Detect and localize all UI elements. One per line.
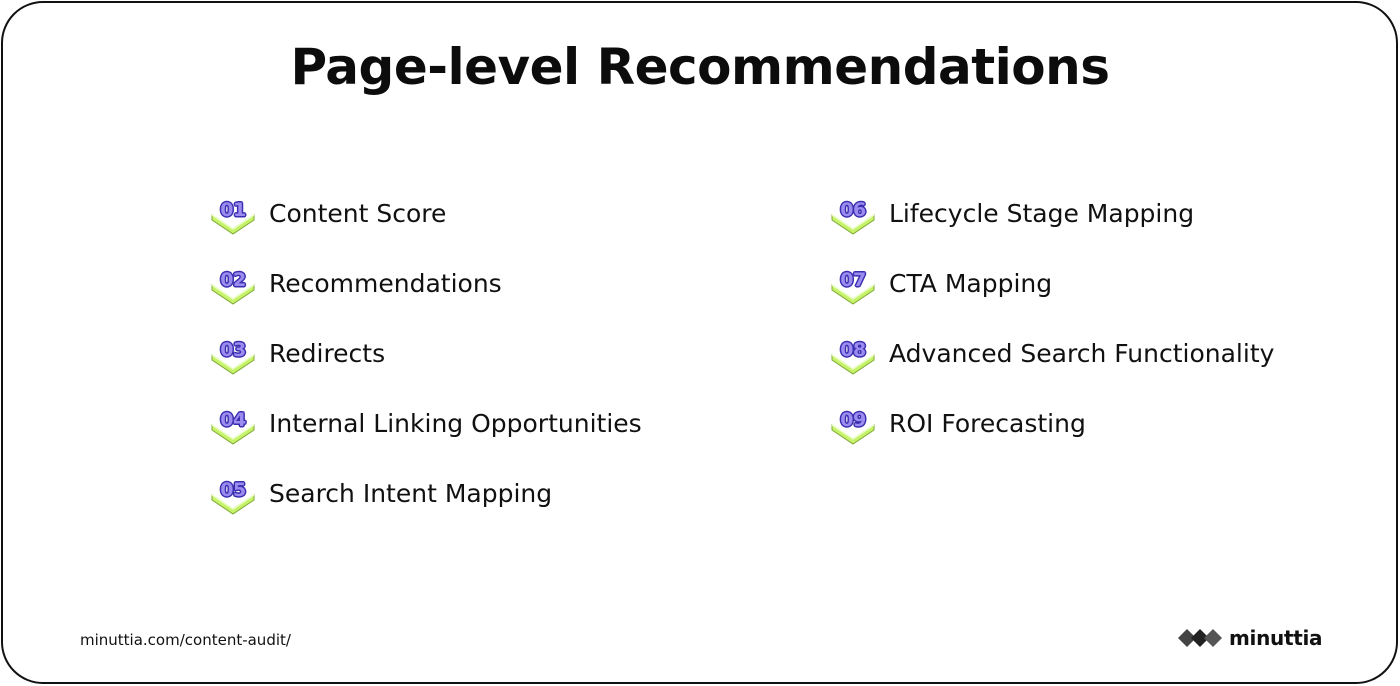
- minuttia-diamonds-icon: [1178, 629, 1222, 647]
- chevron-badge-icon: [831, 424, 875, 445]
- number-badge: 07: [830, 266, 876, 306]
- list-item: 05 Search Intent Mapping: [210, 476, 642, 546]
- brand-logo: minuttia: [1177, 626, 1323, 650]
- chevron-badge-icon: [831, 214, 875, 235]
- number-badge: 06: [830, 196, 876, 236]
- list-item: 03 Redirects: [210, 336, 642, 406]
- item-label: Advanced Search Functionality: [889, 339, 1275, 368]
- number-badge: 01: [210, 196, 256, 236]
- number-badge: 04: [210, 406, 256, 446]
- list-item: 08 Advanced Search Functionality: [830, 336, 1274, 406]
- recommendations-list-right: 06 Lifecycle Stage Mapping 07 CTA Mappin…: [830, 196, 1274, 476]
- list-item: 02 Recommendations: [210, 266, 642, 336]
- number-badge: 05: [210, 476, 256, 516]
- list-item: 01 Content Score: [210, 196, 642, 266]
- chevron-badge-icon: [831, 354, 875, 375]
- footer-url[interactable]: minuttia.com/content-audit/: [80, 631, 291, 649]
- item-label: ROI Forecasting: [889, 409, 1086, 438]
- item-label: Lifecycle Stage Mapping: [889, 199, 1195, 228]
- item-number: 06: [840, 199, 866, 221]
- item-number: 01: [220, 199, 246, 221]
- chevron-badge-icon: [831, 284, 875, 305]
- number-badge: 09: [830, 406, 876, 446]
- chevron-badge-icon: [211, 354, 255, 375]
- item-label: Redirects: [269, 339, 386, 368]
- chevron-badge-icon: [211, 284, 255, 305]
- item-number: 03: [220, 339, 246, 361]
- item-label: Recommendations: [269, 269, 502, 298]
- brand-name: minuttia: [1229, 626, 1323, 650]
- item-number: 07: [840, 269, 866, 291]
- number-badge: 08: [830, 336, 876, 376]
- item-label: Search Intent Mapping: [269, 479, 553, 508]
- item-label: Content Score: [269, 199, 447, 228]
- list-item: 07 CTA Mapping: [830, 266, 1274, 336]
- item-number: 05: [220, 479, 246, 501]
- item-number: 09: [840, 409, 866, 431]
- item-label: CTA Mapping: [889, 269, 1053, 298]
- list-item: 09 ROI Forecasting: [830, 406, 1274, 476]
- chevron-badge-icon: [211, 424, 255, 445]
- item-number: 08: [840, 339, 866, 361]
- number-badge: 02: [210, 266, 256, 306]
- item-number: 04: [220, 409, 246, 431]
- page-title: Page-level Recommendations: [290, 38, 1110, 96]
- list-item: 06 Lifecycle Stage Mapping: [830, 196, 1274, 266]
- chevron-badge-icon: [211, 494, 255, 515]
- item-number: 02: [220, 269, 246, 291]
- list-item: 04 Internal Linking Opportunities: [210, 406, 642, 476]
- number-badge: 03: [210, 336, 256, 376]
- chevron-badge-icon: [211, 214, 255, 235]
- recommendations-list-left: 01 Content Score 02 Recommendations 03 R…: [210, 196, 642, 546]
- item-label: Internal Linking Opportunities: [269, 409, 642, 438]
